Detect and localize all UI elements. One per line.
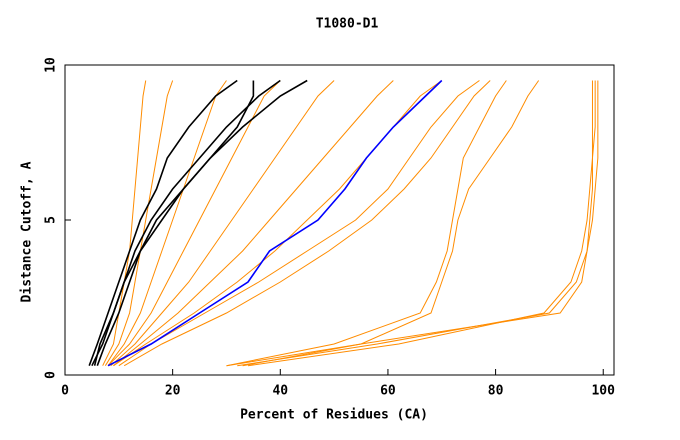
series-line [113, 80, 394, 367]
x-tick-label: 0 [61, 384, 69, 399]
x-tick-label: 60 [380, 384, 396, 399]
y-tick-label: 5 [44, 216, 59, 224]
series-line [93, 80, 255, 366]
series-line [123, 80, 491, 367]
x-tick-label: 40 [272, 384, 288, 399]
y-tick-label: 0 [44, 371, 59, 379]
series-line [247, 80, 593, 367]
series-line [107, 80, 227, 366]
series-line [102, 80, 147, 366]
series-line [88, 79, 238, 366]
x-tick-label: 80 [488, 384, 504, 399]
series-line [237, 80, 596, 367]
chart-title: T1080-D1 [316, 17, 379, 32]
x-axis-label: Percent of Residues (CA) [240, 408, 428, 423]
x-tick-label: 100 [591, 384, 615, 399]
y-axis-label: Distance Cutoff, A [20, 161, 35, 302]
series-line [104, 80, 174, 366]
series-line [110, 80, 335, 367]
series-line [91, 79, 281, 367]
series-line [226, 80, 599, 367]
series-line [113, 80, 443, 367]
series-line [226, 80, 507, 367]
x-tick-label: 20 [165, 384, 181, 399]
series-line [107, 79, 443, 367]
series-line [96, 79, 308, 366]
series-line [118, 80, 480, 367]
y-tick-label: 10 [44, 57, 59, 73]
series-line [107, 80, 281, 367]
series-line [242, 80, 540, 367]
plot-frame [64, 64, 615, 376]
